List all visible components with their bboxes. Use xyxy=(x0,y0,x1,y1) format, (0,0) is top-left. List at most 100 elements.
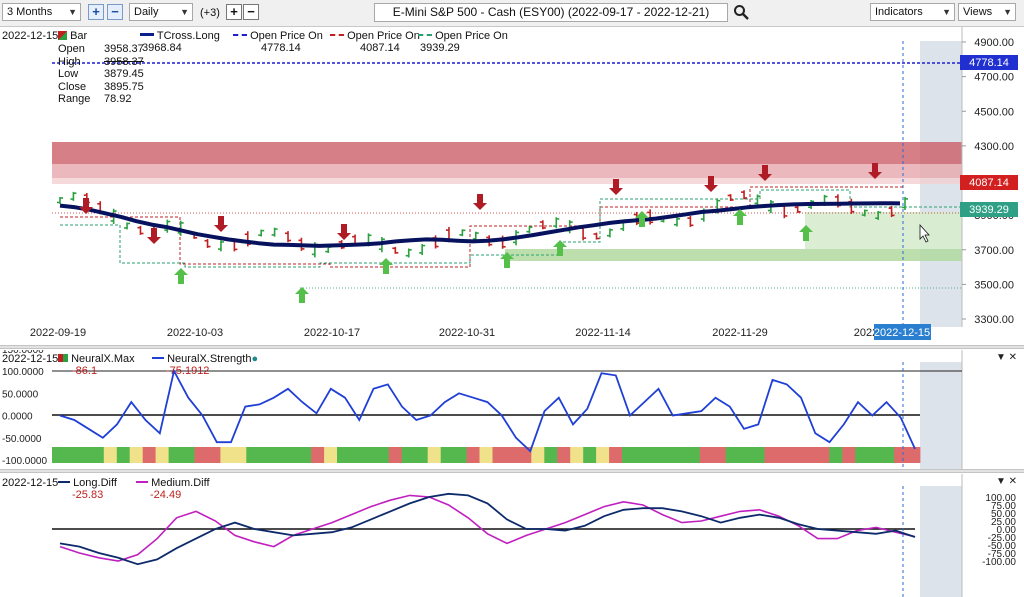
neural-block xyxy=(311,447,325,463)
price-chart[interactable]: 4900.004700.004500.004300.003900.003700.… xyxy=(0,27,1024,345)
open-price-legend-red: Open Price On 4087.14 xyxy=(330,30,420,54)
chevron-down-icon: ▼ xyxy=(1003,7,1012,17)
open-price-swatch xyxy=(418,34,432,36)
medium-diff-label: Medium.Diff xyxy=(151,477,210,489)
future-shade xyxy=(920,486,962,597)
price-tag-blue-label: 4778.14 xyxy=(969,57,1009,69)
period-select[interactable]: 3 Months ▼ xyxy=(2,3,81,21)
neural-strength-line xyxy=(59,368,916,453)
neural-block xyxy=(375,447,390,463)
neural-date: 2022-12-15 xyxy=(2,353,59,365)
price-tag-teal: 3939.29 xyxy=(960,202,1018,217)
add-button[interactable]: + xyxy=(226,4,242,20)
x-tick-label: 2022-09-19 xyxy=(30,327,86,339)
cursor-date-tag xyxy=(874,324,931,340)
buy-arrow-icon xyxy=(295,287,309,303)
neural-block xyxy=(168,447,182,463)
long-diff-value: -25.83 xyxy=(72,489,104,501)
neural-block xyxy=(298,447,312,463)
open-price-legend-value: 4087.14 xyxy=(360,42,400,54)
support-zone xyxy=(505,249,962,261)
buy-arrow-icon xyxy=(174,268,188,284)
panel-divider[interactable] xyxy=(0,345,1024,349)
diff-y-tick-label: -50.00 xyxy=(988,541,1017,552)
y-tick-label: 3300.00 xyxy=(974,314,1014,326)
ohlc-label: High xyxy=(58,55,81,68)
x-tick-label: 2022-10-03 xyxy=(167,327,223,339)
ohlc-value: 3895.75 xyxy=(104,80,144,93)
neural-chart[interactable]: 150.0000 100.0000 50.0000 0.0000 -50.0000 -10… xyxy=(0,350,1024,470)
sell-arrow-icon xyxy=(473,194,487,210)
diff-y-tick-label: -75.00 xyxy=(988,549,1017,560)
tcross-legend-name: TCross.Long xyxy=(156,30,220,42)
zoom-out-button[interactable]: − xyxy=(107,4,123,20)
zoom-in-button[interactable]: + xyxy=(88,4,104,20)
remove-button[interactable]: − xyxy=(243,4,259,20)
neural-block xyxy=(790,447,804,463)
diff-chart[interactable]: 100.0075.0050.0025.000.00-25.00-50.00-75… xyxy=(0,474,1024,597)
sell-arrow-icon xyxy=(868,163,882,179)
cursor-date-label: 2022-12-15 xyxy=(874,327,930,339)
neural-block xyxy=(894,447,908,463)
neural-block xyxy=(52,447,66,463)
indicators-select[interactable]: Indicators ▼ xyxy=(870,3,955,21)
neural-block xyxy=(764,447,778,463)
symbol-title[interactable]: E-Mini S&P 500 - Cash (ESY00) (2022-09-1… xyxy=(374,3,728,22)
neural-block xyxy=(103,447,118,463)
neural-y-tick-label: 150.0000 xyxy=(2,350,44,356)
neural-strength-label: NeuralX.Strength xyxy=(167,353,252,365)
neural-block xyxy=(401,447,416,463)
buy-arrow-icon xyxy=(635,211,649,227)
neural-max-value: -86.1 xyxy=(72,365,98,377)
price-tag-teal-label: 3939.29 xyxy=(969,204,1009,216)
diff-y-tick-label: 75.00 xyxy=(991,501,1016,512)
open-price-legend-name: Open Price On xyxy=(250,30,323,42)
neural-block xyxy=(427,447,442,463)
neural-block xyxy=(388,447,403,463)
neural-color-bars xyxy=(52,447,921,463)
neural-block xyxy=(466,447,480,463)
ohlc-label: Low xyxy=(58,68,79,81)
neural-block xyxy=(842,447,856,463)
neural-block xyxy=(609,447,623,463)
chevron-down-icon: ▼ xyxy=(942,7,951,17)
resistance-zone-light xyxy=(52,164,962,178)
price-bars xyxy=(57,190,908,258)
neural-block xyxy=(142,447,157,463)
neural-block xyxy=(362,447,377,463)
neural-block xyxy=(751,447,765,463)
search-icon[interactable] xyxy=(733,4,749,20)
buy-arrow-icon xyxy=(500,252,514,268)
indicators-label: Indicators xyxy=(875,6,923,18)
neural-strength-swatch xyxy=(152,357,164,359)
price-tag-red: 4087.14 xyxy=(960,175,1018,190)
neural-block xyxy=(907,447,921,463)
neural-block xyxy=(272,447,286,463)
x-tick-label: 2022-10-17 xyxy=(304,327,360,339)
panel-collapse-icon[interactable]: ▼ ✕ xyxy=(996,352,1018,363)
red-open-price-steps xyxy=(60,186,905,268)
neural-block xyxy=(738,447,752,463)
tcross-legend: TCross.Long 3968.84 xyxy=(140,30,220,54)
neural-block xyxy=(453,447,467,463)
neural-block xyxy=(350,447,364,463)
neural-strength-legend: NeuralX.Strength● -75.1912 xyxy=(152,353,258,377)
ohlc-value: 78.92 xyxy=(104,93,132,106)
sell-arrow-icon xyxy=(609,179,623,195)
neural-block xyxy=(881,447,895,463)
bar-legend-label: Bar xyxy=(70,30,88,42)
panel-divider[interactable] xyxy=(0,469,1024,473)
sell-arrow-icon xyxy=(147,228,161,244)
views-select[interactable]: Views ▼ xyxy=(958,3,1016,21)
interval-select[interactable]: Daily ▼ xyxy=(129,3,193,21)
x-tick-label: 2022-10-31 xyxy=(439,327,495,339)
panel-collapse-icon[interactable]: ▼ ✕ xyxy=(996,476,1018,487)
sell-arrow-icon xyxy=(704,176,718,192)
medium-diff-line xyxy=(59,494,916,562)
neural-strength-value: -75.1912 xyxy=(166,365,210,377)
neural-block xyxy=(414,447,429,463)
long-diff-swatch xyxy=(58,481,70,483)
neural-block xyxy=(181,447,195,463)
neural-block xyxy=(829,447,843,463)
open-price-legend-name: Open Price On xyxy=(347,30,420,42)
